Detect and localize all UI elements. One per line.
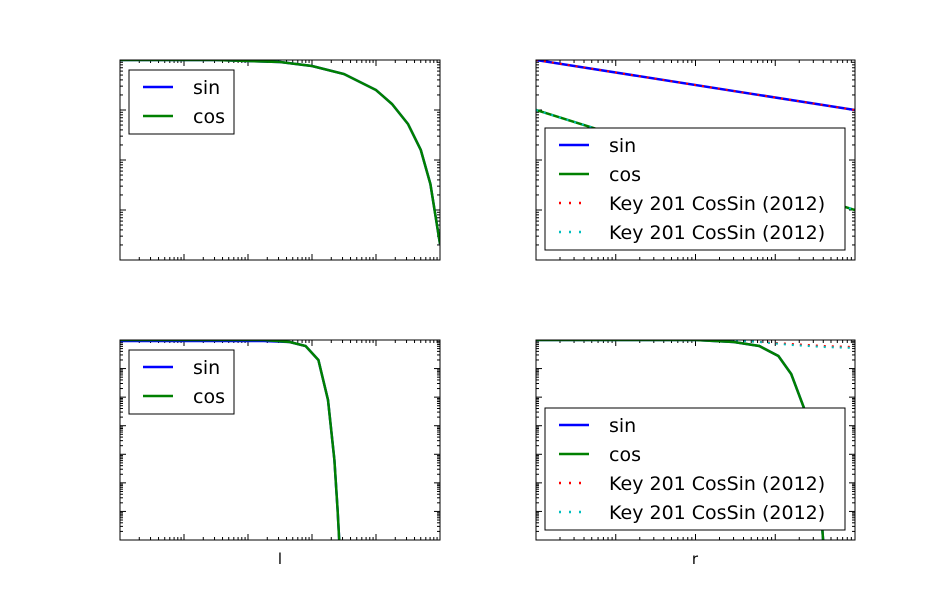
axes-frame [535, 59, 856, 261]
legend-label: Key 201 CosSin (2012) [609, 193, 825, 215]
plot-area [120, 60, 440, 245]
legend: sin cos Key 201 CosSin (2012) Key 201 Co… [544, 407, 846, 531]
subplot-top-left: sin cos [119, 59, 441, 261]
legend-box [544, 127, 846, 251]
legend-label: cos [193, 106, 225, 128]
axis-ticks [535, 340, 855, 541]
legend-box [128, 349, 235, 415]
x-axis-label: r [692, 550, 699, 568]
subplot-top-right: sin cos Key 201 CosSin (2012) Key 201 Co… [535, 59, 856, 261]
series-line [536, 60, 855, 111]
legend-label: sin [193, 77, 220, 99]
legend-box [544, 407, 846, 531]
axes-frame [119, 59, 441, 261]
legend-label: sin [609, 415, 636, 437]
plot-area [120, 340, 341, 540]
legend: sin cos [128, 69, 235, 135]
legend: sin cos Key 201 CosSin (2012) Key 201 Co… [544, 127, 846, 251]
legend-label: cos [193, 386, 225, 408]
legend-box [128, 69, 235, 135]
legend-label: cos [609, 444, 641, 466]
legend-label: sin [193, 357, 220, 379]
series-line [120, 340, 341, 540]
series-line [120, 60, 440, 245]
x-axis-label: l [278, 550, 282, 568]
legend: sin cos [128, 349, 235, 415]
subplot-bottom-right: sin cos Key 201 CosSin (2012) Key 201 Co… [535, 339, 856, 568]
axes-frame [119, 339, 441, 541]
legend-label: Key 201 CosSin (2012) [609, 473, 825, 495]
legend-label: sin [609, 135, 636, 157]
legend-label: Key 201 CosSin (2012) [609, 502, 825, 524]
axes-frame [535, 339, 856, 541]
subplot-bottom-left: sin cos l [119, 339, 441, 568]
legend-label: cos [609, 164, 641, 186]
legend-label: Key 201 CosSin (2012) [609, 222, 825, 244]
